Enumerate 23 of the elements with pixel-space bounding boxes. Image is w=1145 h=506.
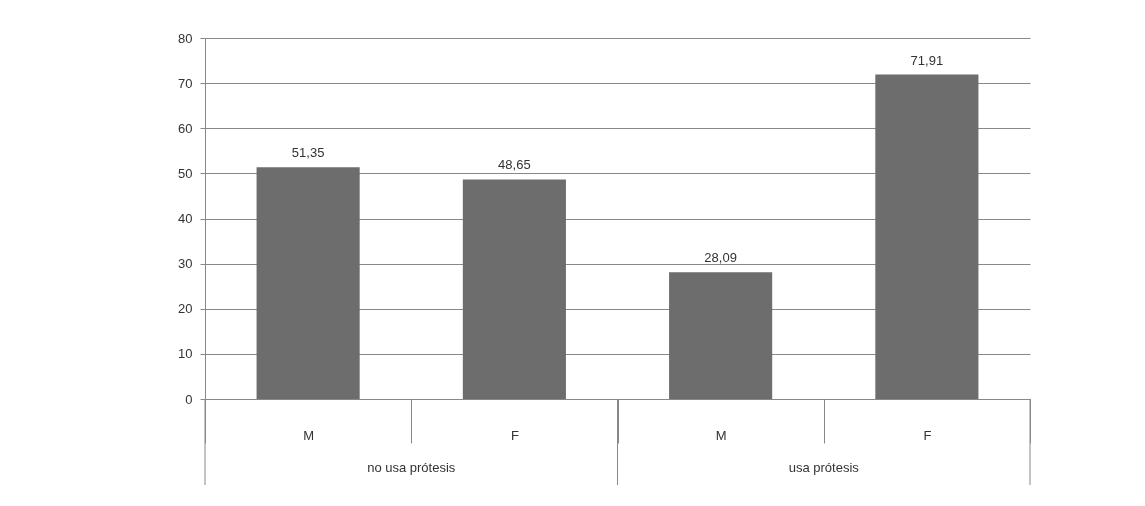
data-label: 51,35: [291, 145, 325, 161]
y-tick-label: 0: [185, 391, 193, 407]
x-tick-label: M: [303, 427, 315, 443]
x-tick-label: M: [715, 427, 727, 443]
bar: [669, 272, 773, 399]
text: no usa prótesis: [367, 460, 456, 475]
text: usa prótesis: [788, 460, 860, 475]
bar: [256, 167, 360, 399]
data-label: 48,65: [498, 157, 531, 173]
y-tick-label: 30: [178, 256, 193, 272]
data-label: 71,91: [910, 52, 944, 68]
x-tick-label: F: [510, 427, 519, 443]
x-tick-label: F: [923, 427, 932, 443]
y-tick-label: 60: [178, 120, 193, 136]
y-tick-label: 50: [178, 165, 193, 181]
y-tick-label: 20: [178, 301, 193, 317]
y-tick-label: 70: [178, 75, 193, 91]
data-label: 28,09: [704, 250, 737, 266]
y-tick-label: 80: [178, 30, 193, 46]
y-tick-label: 10: [178, 346, 193, 362]
y-tick-label: 40: [178, 211, 193, 226]
bar: [875, 74, 979, 399]
bar: [462, 179, 566, 399]
